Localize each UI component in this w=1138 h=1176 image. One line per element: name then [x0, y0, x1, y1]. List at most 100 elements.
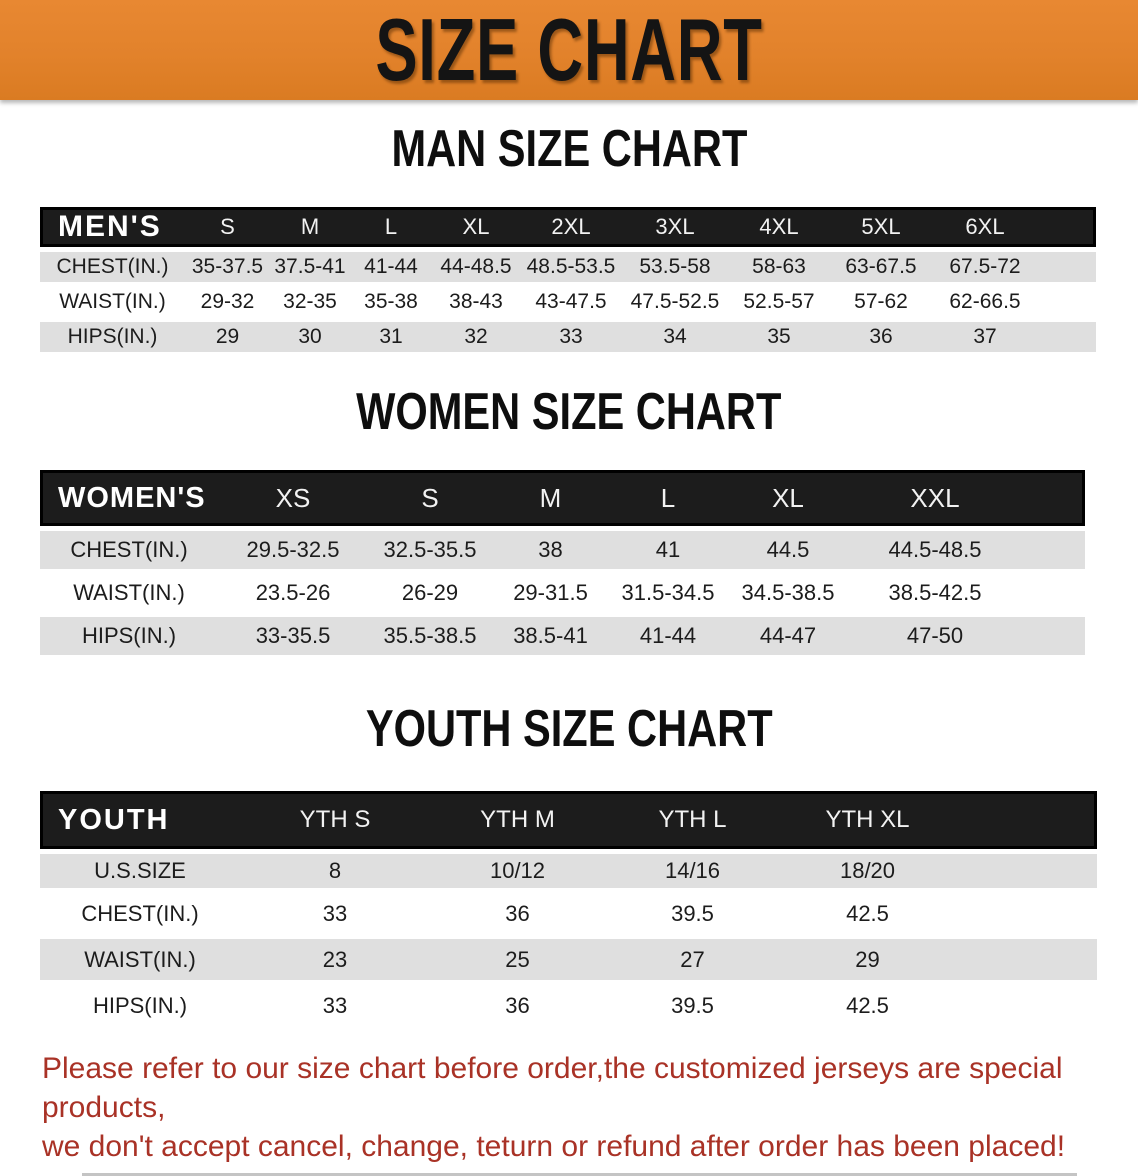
- youth-hips-value: 39.5: [605, 985, 780, 1026]
- header-spacer: [1038, 207, 1096, 247]
- women-section-heading: WOMEN SIZE CHART: [0, 386, 1138, 447]
- women-chest-value: 44.5: [727, 531, 849, 569]
- row-label: CHEST(IN.): [40, 252, 185, 282]
- row-spacer: [1021, 574, 1085, 612]
- disclaimer-line-1: Please refer to our size chart before or…: [42, 1052, 1063, 1124]
- men-waist-value: 52.5-57: [728, 287, 830, 317]
- men-chest-value: 58-63: [728, 252, 830, 282]
- banner-title: SIZE CHART: [375, 0, 763, 99]
- women-waist-value: 26-29: [368, 574, 492, 612]
- row-spacer: [1038, 322, 1096, 352]
- men-hips-value: 30: [270, 322, 350, 352]
- men-hips-value: 34: [622, 322, 728, 352]
- youth-hips-value: 42.5: [780, 985, 955, 1026]
- youth-section-heading: YOUTH SIZE CHART: [0, 700, 1138, 764]
- men-hips-value: 32: [432, 322, 520, 352]
- row-label: HIPS(IN.): [40, 322, 185, 352]
- youth-size-col: YTH S: [240, 791, 430, 849]
- row-label: CHEST(IN.): [40, 531, 218, 569]
- men-chest-value: 44-48.5: [432, 252, 520, 282]
- row-label: HIPS(IN.): [40, 985, 240, 1026]
- row-label: CHEST(IN.): [40, 893, 240, 934]
- youth-size-table: YOUTH YTH S YTH M YTH L YTH XL U.S.SIZE …: [40, 786, 1097, 1031]
- youth-chest-value: 36: [430, 893, 605, 934]
- youth-size-col: YTH L: [605, 791, 780, 849]
- men-hips-value: 37: [932, 322, 1038, 352]
- women-waist-value: 38.5-42.5: [849, 574, 1021, 612]
- row-label: WAIST(IN.): [40, 574, 218, 612]
- women-header-row: WOMEN'S XS S M L XL XXL: [40, 470, 1085, 526]
- youth-ussize-value: 18/20: [780, 854, 955, 888]
- men-size-col: XL: [432, 207, 520, 247]
- men-size-col: 4XL: [728, 207, 830, 247]
- men-waist-value: 35-38: [350, 287, 432, 317]
- men-corner-label: MEN'S: [40, 207, 185, 247]
- youth-hips-row: HIPS(IN.) 33 36 39.5 42.5: [40, 985, 1097, 1026]
- youth-heading-text: YOUTH SIZE CHART: [365, 700, 773, 758]
- women-size-col: XS: [218, 470, 368, 526]
- youth-ussize-row: U.S.SIZE 8 10/12 14/16 18/20: [40, 854, 1097, 888]
- row-label: WAIST(IN.): [40, 939, 240, 980]
- men-size-table: MEN'S S M L XL 2XL 3XL 4XL 5XL 6XL CHEST…: [40, 202, 1096, 357]
- men-chest-value: 37.5-41: [270, 252, 350, 282]
- women-hips-value: 38.5-41: [492, 617, 609, 655]
- women-waist-value: 31.5-34.5: [609, 574, 727, 612]
- women-hips-value: 44-47: [727, 617, 849, 655]
- youth-waist-value: 23: [240, 939, 430, 980]
- women-hips-row: HIPS(IN.) 33-35.5 35.5-38.5 38.5-41 41-4…: [40, 617, 1085, 655]
- men-chest-value: 41-44: [350, 252, 432, 282]
- youth-waist-value: 27: [605, 939, 780, 980]
- men-chest-value: 53.5-58: [622, 252, 728, 282]
- women-chest-value: 44.5-48.5: [849, 531, 1021, 569]
- women-size-col: M: [492, 470, 609, 526]
- women-hips-value: 35.5-38.5: [368, 617, 492, 655]
- disclaimer: Please refer to our size chart before or…: [0, 1049, 1138, 1166]
- men-hips-value: 29: [185, 322, 270, 352]
- men-chest-value: 67.5-72: [932, 252, 1038, 282]
- women-waist-value: 23.5-26: [218, 574, 368, 612]
- men-section-heading: MAN SIZE CHART: [0, 120, 1138, 184]
- women-size-col: S: [368, 470, 492, 526]
- banner: SIZE CHART: [0, 0, 1138, 100]
- men-size-col: 5XL: [830, 207, 932, 247]
- row-spacer: [955, 854, 1097, 888]
- men-waist-value: 43-47.5: [520, 287, 622, 317]
- women-corner-label: WOMEN'S: [40, 470, 218, 526]
- youth-waist-row: WAIST(IN.) 23 25 27 29: [40, 939, 1097, 980]
- men-size-col: 3XL: [622, 207, 728, 247]
- men-heading-text: MAN SIZE CHART: [391, 120, 747, 178]
- women-chest-value: 38: [492, 531, 609, 569]
- men-hips-value: 33: [520, 322, 622, 352]
- row-spacer: [1038, 287, 1096, 317]
- header-spacer: [1021, 470, 1085, 526]
- youth-chest-row: CHEST(IN.) 33 36 39.5 42.5: [40, 893, 1097, 934]
- row-spacer: [1038, 252, 1096, 282]
- men-size-col: M: [270, 207, 350, 247]
- men-size-col: 6XL: [932, 207, 1038, 247]
- men-size-col: L: [350, 207, 432, 247]
- men-header-row: MEN'S S M L XL 2XL 3XL 4XL 5XL 6XL: [40, 207, 1096, 247]
- women-waist-row: WAIST(IN.) 23.5-26 26-29 29-31.5 31.5-34…: [40, 574, 1085, 612]
- women-chest-row: CHEST(IN.) 29.5-32.5 32.5-35.5 38 41 44.…: [40, 531, 1085, 569]
- men-hips-value: 35: [728, 322, 830, 352]
- youth-corner-label: YOUTH: [40, 791, 240, 849]
- youth-size-col: YTH M: [430, 791, 605, 849]
- women-chest-value: 29.5-32.5: [218, 531, 368, 569]
- men-waist-row: WAIST(IN.) 29-32 32-35 35-38 38-43 43-47…: [40, 287, 1096, 317]
- men-chest-value: 35-37.5: [185, 252, 270, 282]
- men-waist-value: 29-32: [185, 287, 270, 317]
- youth-ussize-value: 10/12: [430, 854, 605, 888]
- row-spacer: [1021, 617, 1085, 655]
- row-spacer: [955, 939, 1097, 980]
- women-hips-value: 41-44: [609, 617, 727, 655]
- women-size-col: L: [609, 470, 727, 526]
- header-spacer: [955, 791, 1097, 849]
- women-waist-value: 34.5-38.5: [727, 574, 849, 612]
- youth-header-row: YOUTH YTH S YTH M YTH L YTH XL: [40, 791, 1097, 849]
- men-size-col: 2XL: [520, 207, 622, 247]
- youth-hips-value: 33: [240, 985, 430, 1026]
- women-chest-value: 32.5-35.5: [368, 531, 492, 569]
- youth-size-col: YTH XL: [780, 791, 955, 849]
- men-waist-value: 62-66.5: [932, 287, 1038, 317]
